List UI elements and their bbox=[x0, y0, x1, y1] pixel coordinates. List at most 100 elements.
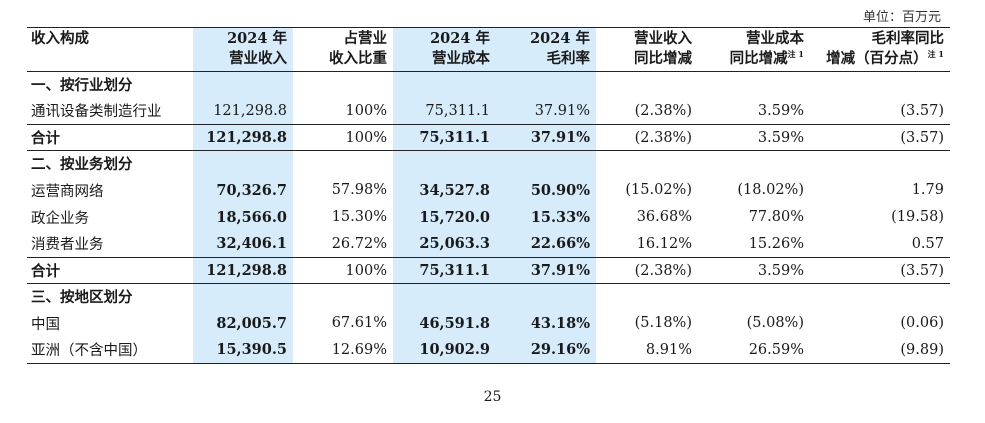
header-line: 营业成本 bbox=[746, 30, 804, 47]
header-cost-yoy: 营业成本 同比增减注 1 bbox=[698, 28, 810, 72]
table-cell: (2.38%) bbox=[634, 102, 692, 119]
table-cell: (5.08%) bbox=[746, 315, 804, 331]
total-label: 合计 bbox=[31, 263, 60, 280]
empty-cell bbox=[193, 150, 293, 177]
section-header-row: 三、按地区划分 bbox=[27, 283, 950, 310]
empty-cell bbox=[393, 71, 496, 98]
unit-label: 单位：百万元 bbox=[862, 10, 941, 25]
table-cell: (19.58) bbox=[891, 209, 944, 225]
table-cell: 15.33% bbox=[496, 203, 596, 231]
header-line: 增减（百分点）注 1 bbox=[814, 49, 944, 69]
header-line: 营业收入 bbox=[229, 50, 287, 67]
table-row: 亚洲（不含中国） 15,390.5 12.69% 10,902.9 29.16% 8.91… bbox=[27, 336, 950, 364]
section-header-row: 一、按行业划分 bbox=[27, 71, 950, 98]
table-cell: (18.02%) bbox=[737, 182, 804, 198]
header-line: 同比增减 bbox=[634, 50, 692, 67]
empty-cell bbox=[810, 284, 950, 310]
empty-cell bbox=[698, 151, 810, 177]
total-cell: (3.57) bbox=[900, 129, 944, 146]
table-cell: 15,720.0 bbox=[393, 203, 496, 231]
table-row: 运营商网络 70,326.7 57.98% 34,527.8 50.90% (15.02%… bbox=[27, 176, 950, 204]
table-cell: 29.16% bbox=[496, 336, 596, 364]
empty-cell bbox=[293, 284, 393, 310]
header-text: 同比增减 bbox=[729, 50, 788, 67]
header-2024-gross-margin: 2024 年 毛利率 bbox=[496, 27, 596, 72]
header-2024-revenue: 2024 年 营业收入 bbox=[193, 27, 293, 72]
table-cell: 36.68% bbox=[636, 209, 692, 225]
total-cell: 75,311.1 bbox=[393, 124, 496, 151]
table-body: 一、按行业划分 通讯设备类制造行业 121,298.8 100% 75,311.1 37.… bbox=[27, 71, 950, 364]
section-title: 二、按业务划分 bbox=[31, 156, 133, 174]
row-label: 运营商网络 bbox=[31, 183, 104, 200]
table-cell: 10,902.9 bbox=[393, 336, 496, 364]
table-cell: 82,005.7 bbox=[193, 309, 293, 337]
header-line: 营业成本 bbox=[432, 50, 490, 67]
total-cell: (2.38%) bbox=[634, 129, 692, 146]
total-cell: 121,298.8 bbox=[193, 124, 293, 151]
row-label: 亚洲（不含中国） bbox=[31, 343, 147, 360]
total-cell: 3.59% bbox=[757, 129, 804, 146]
total-row: 合计 121,298.8 100% 75,311.1 37.91% (2.38%) 3.59… bbox=[27, 124, 950, 151]
footnote-marker: 注 1 bbox=[787, 49, 804, 60]
table-cell: 15,390.5 bbox=[193, 336, 293, 364]
row-label: 政企业务 bbox=[31, 210, 89, 227]
empty-cell bbox=[698, 284, 810, 310]
empty-cell bbox=[596, 151, 698, 177]
table-cell: (9.89) bbox=[900, 341, 944, 358]
table-cell: 16.12% bbox=[636, 235, 692, 252]
total-cell: 37.91% bbox=[496, 257, 596, 284]
total-cell: 100% bbox=[345, 262, 387, 279]
table-cell: 12.69% bbox=[331, 341, 387, 358]
total-cell: 75,311.1 bbox=[393, 257, 496, 284]
table-cell: 100% bbox=[345, 102, 387, 119]
header-line: 毛利率 bbox=[546, 50, 591, 67]
total-cell: 121,298.8 bbox=[193, 257, 293, 284]
section-header-row: 二、按业务划分 bbox=[27, 150, 950, 177]
header-line: 2024 年 bbox=[227, 30, 287, 47]
header-margin-yoy: 毛利率同比 增减（百分点）注 1 bbox=[810, 28, 950, 72]
table-cell: 26.72% bbox=[331, 235, 387, 252]
row-label: 消费者业务 bbox=[31, 237, 104, 254]
empty-cell bbox=[596, 72, 698, 98]
table-row: 通讯设备类制造行业 121,298.8 100% 75,311.1 37.91% (2.3… bbox=[27, 97, 950, 125]
table-cell: 75,311.1 bbox=[393, 97, 496, 125]
table-cell: 37.91% bbox=[496, 97, 596, 125]
table-cell: 26.59% bbox=[748, 341, 804, 358]
header-line: 收入构成 bbox=[31, 30, 89, 47]
table-cell: 43.18% bbox=[496, 309, 596, 337]
empty-cell bbox=[496, 71, 596, 98]
table-cell: 32,406.1 bbox=[193, 230, 293, 258]
header-revenue-yoy: 营业收入 同比增减 bbox=[596, 28, 698, 72]
footnote-marker: 注 1 bbox=[927, 49, 944, 60]
header-2024-cost: 2024 年 营业成本 bbox=[393, 27, 496, 72]
total-row: 合计 121,298.8 100% 75,311.1 37.91% (2.38%) 3.59… bbox=[27, 257, 950, 284]
table-cell: 15.26% bbox=[748, 235, 804, 252]
total-cell: 37.91% bbox=[496, 124, 596, 151]
table-cell: 46,591.8 bbox=[393, 309, 496, 337]
total-cell: 100% bbox=[345, 129, 387, 146]
header-line: 营业收入 bbox=[634, 30, 692, 47]
section-title: 三、按地区划分 bbox=[31, 289, 133, 307]
table-row: 消费者业务 32,406.1 26.72% 25,063.3 22.66% 16.12% 1… bbox=[27, 230, 950, 258]
section-title: 一、按行业划分 bbox=[31, 77, 133, 95]
table-cell: 15.30% bbox=[331, 209, 387, 225]
total-cell: (2.38%) bbox=[634, 262, 692, 279]
header-line: 收入比重 bbox=[329, 50, 387, 67]
table-row: 政企业务 18,566.0 15.30% 15,720.0 15.33% 36.68% 77… bbox=[27, 203, 950, 231]
revenue-breakdown-table: 收入构成 2024 年 营业收入 占营业 收入比重 2024 年 营业成本 20… bbox=[27, 27, 950, 364]
table-cell: 121,298.8 bbox=[193, 97, 293, 125]
table-cell: 1.79 bbox=[911, 182, 944, 198]
empty-cell bbox=[810, 72, 950, 98]
empty-cell bbox=[496, 150, 596, 177]
table-cell: 34,527.8 bbox=[393, 176, 496, 204]
header-line: 毛利率同比 bbox=[871, 30, 945, 47]
table-cell: 67.61% bbox=[331, 315, 387, 331]
empty-cell bbox=[293, 151, 393, 177]
table-cell: 8.91% bbox=[645, 341, 692, 358]
table-cell: 0.57 bbox=[911, 235, 944, 252]
table-cell: 22.66% bbox=[496, 230, 596, 258]
table-cell: 57.98% bbox=[331, 182, 387, 198]
total-cell: (3.57) bbox=[900, 262, 944, 279]
header-revenue-share: 占营业 收入比重 bbox=[293, 28, 393, 72]
header-text: 增减（百分点） bbox=[826, 50, 928, 67]
